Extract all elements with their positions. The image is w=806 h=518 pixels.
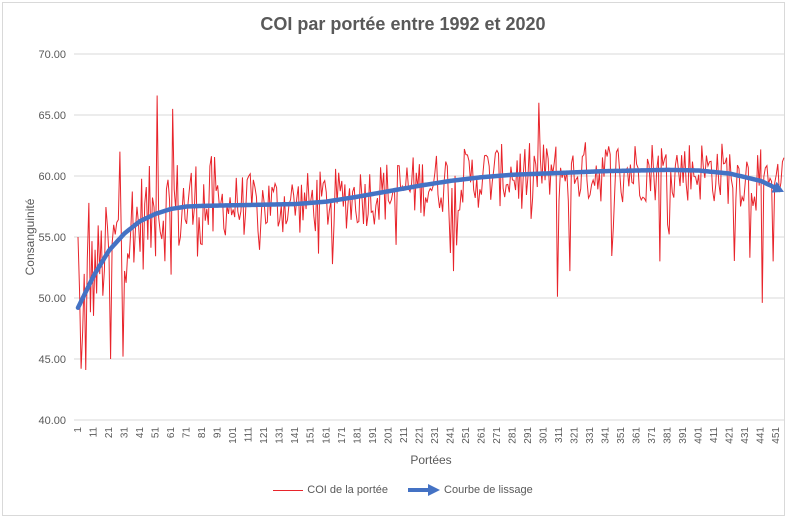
chart-title: COI par portée entre 1992 et 2020 <box>260 14 546 34</box>
x-tick-label: 401 <box>694 427 705 444</box>
legend-item-coi: COI de la portée <box>273 484 388 496</box>
x-tick-label: 361 <box>632 427 643 444</box>
y-tick-label: 65.00 <box>38 110 66 122</box>
x-tick-label: 181 <box>352 427 363 444</box>
x-tick-label: 231 <box>430 427 441 444</box>
x-tick-label: 91 <box>213 427 224 439</box>
x-tick-label: 11 <box>89 427 100 438</box>
arrow-right-icon <box>408 484 441 496</box>
x-tick-label: 1 <box>73 427 84 433</box>
y-tick-label: 40.00 <box>38 415 66 427</box>
x-tick-label: 101 <box>228 427 239 444</box>
arrowhead-icon <box>771 181 784 193</box>
x-tick-label: 451 <box>771 427 782 444</box>
x-tick-label: 241 <box>445 427 456 444</box>
x-axis-label: Portées <box>410 453 451 467</box>
x-tick-label: 191 <box>368 427 379 444</box>
x-tick-label: 431 <box>740 427 751 444</box>
x-tick-label: 41 <box>135 427 146 439</box>
y-tick-label: 60.00 <box>38 171 66 183</box>
chart-frame <box>2 2 785 516</box>
x-tick-label: 441 <box>756 427 767 444</box>
series-group <box>75 95 785 370</box>
series-line-lissage <box>75 167 781 311</box>
x-tick-label: 211 <box>399 427 410 443</box>
x-tick-label: 411 <box>709 427 720 443</box>
x-tick-label: 391 <box>678 427 689 444</box>
y-tick-label: 70.00 <box>38 49 66 61</box>
x-tick-label: 81 <box>197 427 208 439</box>
x-tick-label: 301 <box>538 427 549 444</box>
x-tick-label: 51 <box>151 427 162 439</box>
y-tick-label: 55.00 <box>38 232 66 244</box>
x-tick-label: 71 <box>182 427 193 439</box>
x-tick-label: 381 <box>663 427 674 444</box>
x-tick-label: 121 <box>259 427 270 444</box>
x-axis-ticks: 1 11 21 31 41 51 61 71 81 91 101 111 121 131 141 151 161… <box>73 427 782 444</box>
x-tick-label: 261 <box>476 427 487 444</box>
legend-line-icon <box>273 489 304 491</box>
x-tick-label: 151 <box>306 427 317 444</box>
x-tick-label: 341 <box>601 427 612 444</box>
legend-label-lissage: Courbe de lissage <box>444 484 533 496</box>
x-tick-label: 111 <box>244 427 255 443</box>
x-tick-label: 251 <box>461 427 472 444</box>
x-tick-label: 321 <box>570 427 581 444</box>
x-tick-label: 131 <box>275 427 286 444</box>
x-tick-label: 201 <box>383 427 394 444</box>
x-tick-label: 31 <box>120 427 131 439</box>
series-line-coi <box>77 95 785 370</box>
legend-label-coi: COI de la portée <box>307 484 389 496</box>
x-tick-label: 291 <box>523 427 534 444</box>
x-tick-label: 371 <box>647 427 658 444</box>
x-tick-label: 61 <box>166 427 177 439</box>
x-tick-label: 21 <box>104 427 115 439</box>
y-axis-ticks: 40.00 45.00 50.00 55.00 60.00 65.00 70.00 <box>38 49 66 427</box>
x-tick-label: 421 <box>725 427 736 444</box>
x-tick-label: 141 <box>290 427 301 444</box>
x-tick-label: 331 <box>585 427 596 444</box>
x-tick-label: 271 <box>492 427 503 444</box>
gridlines <box>74 53 784 421</box>
x-tick-label: 311 <box>554 427 565 443</box>
y-tick-label: 50.00 <box>38 293 66 305</box>
x-tick-label: 351 <box>616 427 627 444</box>
x-tick-label: 171 <box>337 427 348 444</box>
y-tick-label: 45.00 <box>38 354 66 366</box>
x-tick-label: 281 <box>507 427 518 444</box>
x-tick-label: 161 <box>321 427 332 444</box>
legend: COI de la portée Courbe de lissage <box>0 484 806 496</box>
x-tick-label: 221 <box>414 427 425 444</box>
legend-item-lissage: Courbe de lissage <box>406 484 533 496</box>
y-axis-label: Consanguinité <box>23 198 37 275</box>
